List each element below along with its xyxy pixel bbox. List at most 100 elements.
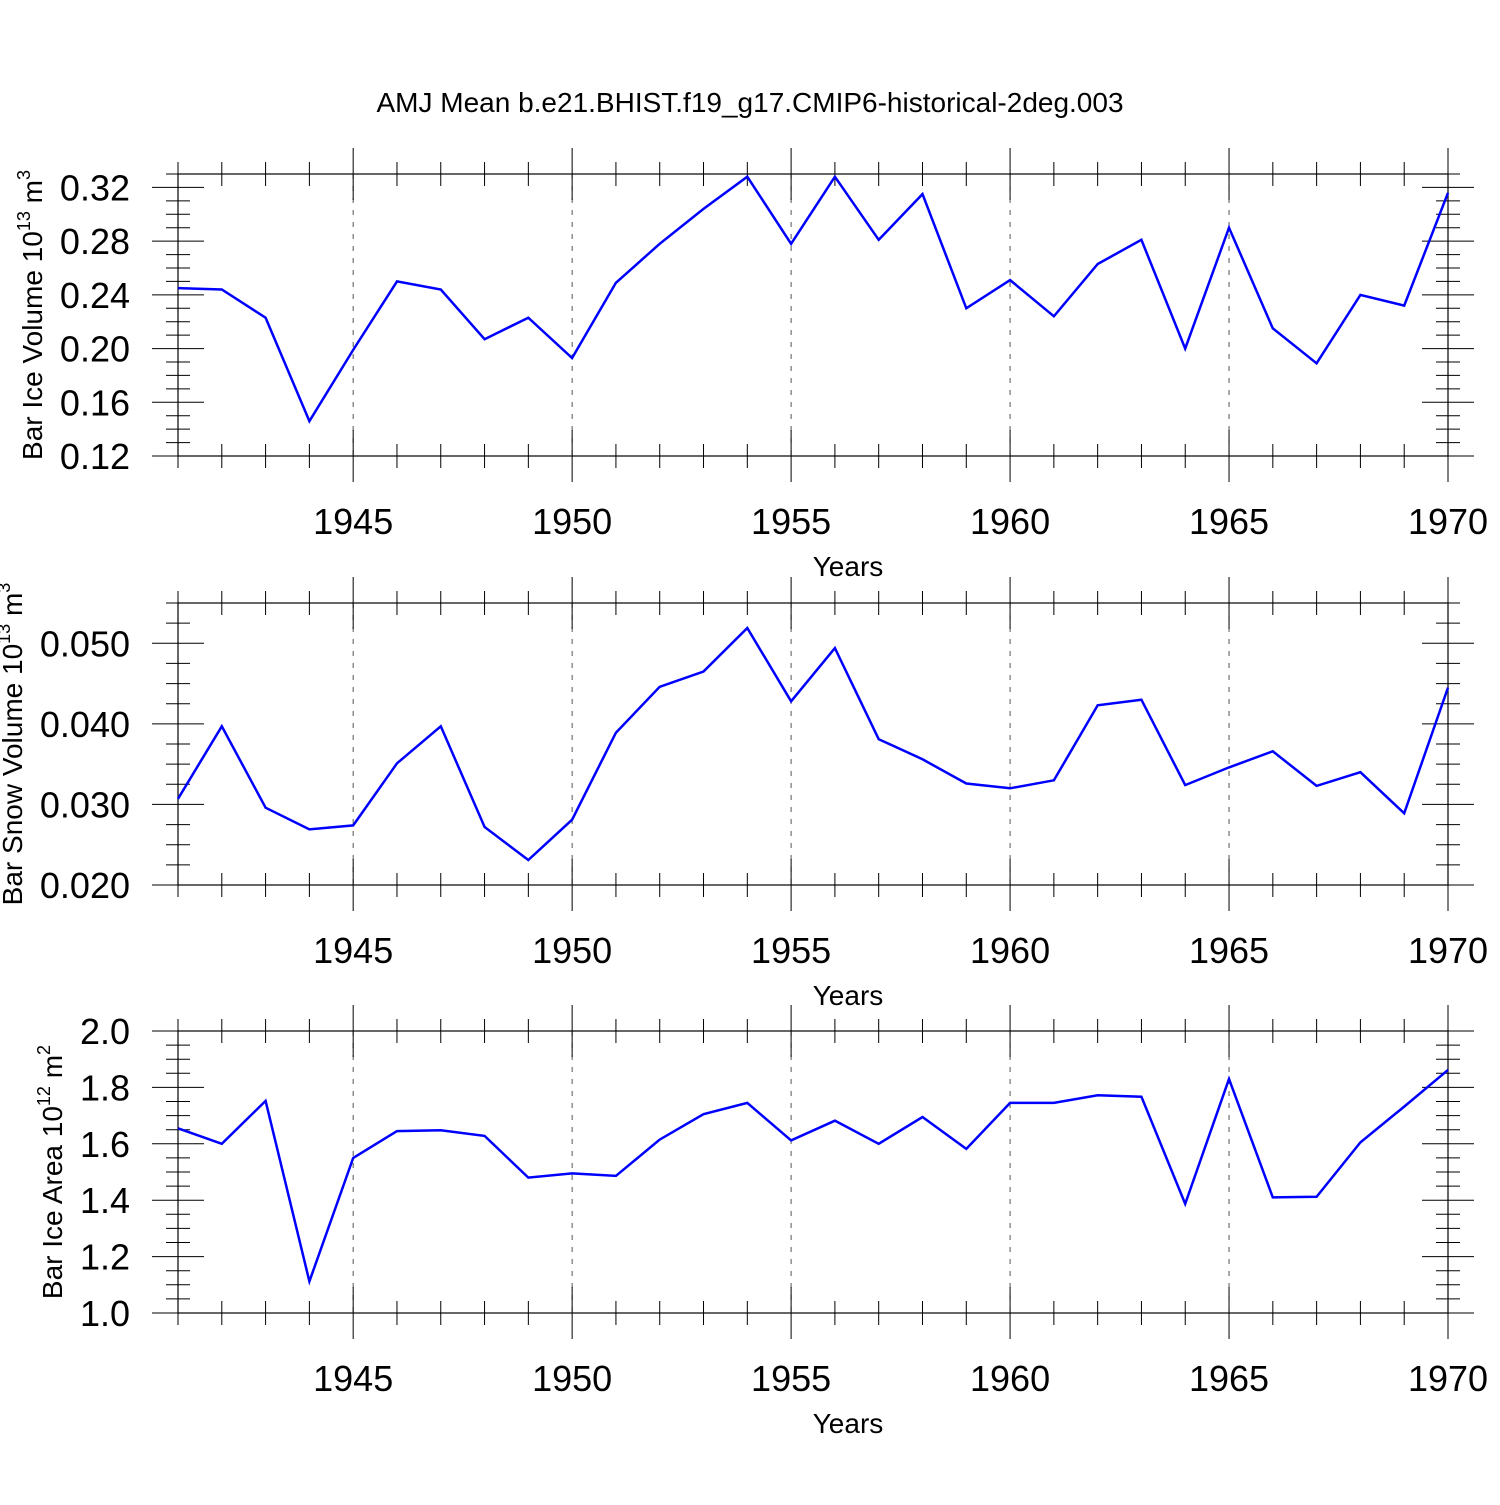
series-line: [177, 174, 1450, 424]
data-point: [1446, 1068, 1450, 1072]
y-tick-label: 0.16: [60, 382, 130, 423]
data-point: [658, 685, 662, 689]
y-tick-label: 1.0: [80, 1293, 130, 1334]
plot-frame: [177, 173, 1449, 457]
data-point: [570, 818, 574, 822]
data-point: [877, 1142, 881, 1146]
x-axis-title: Years: [813, 980, 884, 1011]
x-tick-label: 1950: [532, 501, 612, 542]
data-point: [1358, 1140, 1362, 1144]
data-point: [1358, 770, 1362, 774]
y-tick-label: 0.12: [60, 436, 130, 477]
data-point: [1227, 1077, 1231, 1081]
data-point: [1358, 293, 1362, 297]
data-point: [1402, 811, 1406, 815]
data-point: [789, 242, 793, 246]
data-point: [395, 279, 399, 283]
y-axis-title-part: m: [17, 180, 48, 211]
x-axis-title: Years: [813, 551, 884, 582]
data-point: [1008, 278, 1012, 282]
x-tick-label: 1945: [313, 1358, 393, 1399]
y-axis-title-part: Bar Snow Volume 10: [0, 644, 28, 906]
y-tick-label: 0.20: [60, 329, 130, 370]
x-tick-label: 1970: [1408, 1358, 1488, 1399]
y-axis-title: Bar Ice Volume 1013 m3: [14, 170, 48, 460]
x-tick-label: 1960: [970, 1358, 1050, 1399]
y-tick-label: 0.24: [60, 275, 130, 316]
data-point: [1052, 314, 1056, 318]
data-point: [307, 827, 311, 831]
y-tick-label: 0.030: [40, 784, 130, 825]
data-point: [745, 1101, 749, 1105]
data-point: [526, 858, 530, 862]
y-tick-label: 0.020: [40, 865, 130, 906]
data-point: [877, 737, 881, 741]
y-axis-title-superscript: 13: [0, 624, 14, 644]
data-point: [220, 1142, 224, 1146]
data-point: [1402, 304, 1406, 308]
data-point: [1446, 191, 1450, 195]
x-tick-label: 1965: [1189, 930, 1269, 971]
data-point: [702, 1112, 706, 1116]
data-point: [1402, 1105, 1406, 1109]
data-point: [1183, 1202, 1187, 1206]
data-point: [264, 1099, 268, 1103]
x-tick-label: 1950: [532, 930, 612, 971]
data-point: [920, 757, 924, 761]
y-axis-title-superscript: 3: [14, 170, 34, 180]
data-point: [658, 1138, 662, 1142]
data-point: [745, 626, 749, 630]
data-point: [570, 1171, 574, 1175]
data-point: [176, 1126, 180, 1130]
data-point: [439, 1128, 443, 1132]
data-point: [526, 316, 530, 320]
data-point: [307, 1279, 311, 1283]
y-tick-label: 1.4: [80, 1180, 130, 1221]
data-point: [920, 1115, 924, 1119]
x-tick-label: 1955: [751, 501, 831, 542]
data-point: [702, 669, 706, 673]
y-tick-label: 0.040: [40, 704, 130, 745]
data-point: [264, 316, 268, 320]
data-point: [964, 781, 968, 785]
x-tick-label: 1960: [970, 930, 1050, 971]
y-axis-title-superscript: 13: [14, 211, 34, 231]
data-point: [833, 175, 837, 179]
data-point: [395, 1129, 399, 1133]
data-point: [789, 699, 793, 703]
data-point: [789, 1138, 793, 1142]
data-point: [264, 806, 268, 810]
y-axis-title-part: m: [37, 1055, 68, 1086]
data-point: [220, 724, 224, 728]
data-point: [1008, 786, 1012, 790]
data-point: [1271, 326, 1275, 330]
data-point: [1183, 783, 1187, 787]
y-axis-title-superscript: 12: [34, 1086, 54, 1106]
data-point: [483, 337, 487, 341]
y-tick-label: 1.2: [80, 1237, 130, 1278]
chart-title: AMJ Mean b.e21.BHIST.f19_g17.CMIP6-histo…: [376, 87, 1123, 118]
series-line: [176, 625, 1450, 862]
data-point: [833, 1119, 837, 1123]
data-point: [614, 281, 618, 285]
y-tick-label: 2.0: [80, 1011, 130, 1052]
data-point: [1096, 703, 1100, 707]
y-axis-title: Bar Ice Area 1012 m2: [34, 1045, 68, 1299]
data-point: [307, 419, 311, 423]
data-point: [614, 1174, 618, 1178]
x-tick-label: 1970: [1408, 501, 1488, 542]
x-tick-label: 1970: [1408, 930, 1488, 971]
data-point: [1315, 784, 1319, 788]
y-tick-label: 0.32: [60, 167, 130, 208]
data-point: [176, 286, 180, 290]
y-tick-label: 1.8: [80, 1067, 130, 1108]
data-point: [1315, 1195, 1319, 1199]
data-point: [395, 761, 399, 765]
data-point: [176, 797, 180, 801]
data-point: [920, 192, 924, 196]
data-point: [1139, 238, 1143, 242]
data-point: [483, 1134, 487, 1138]
data-point: [964, 1147, 968, 1151]
